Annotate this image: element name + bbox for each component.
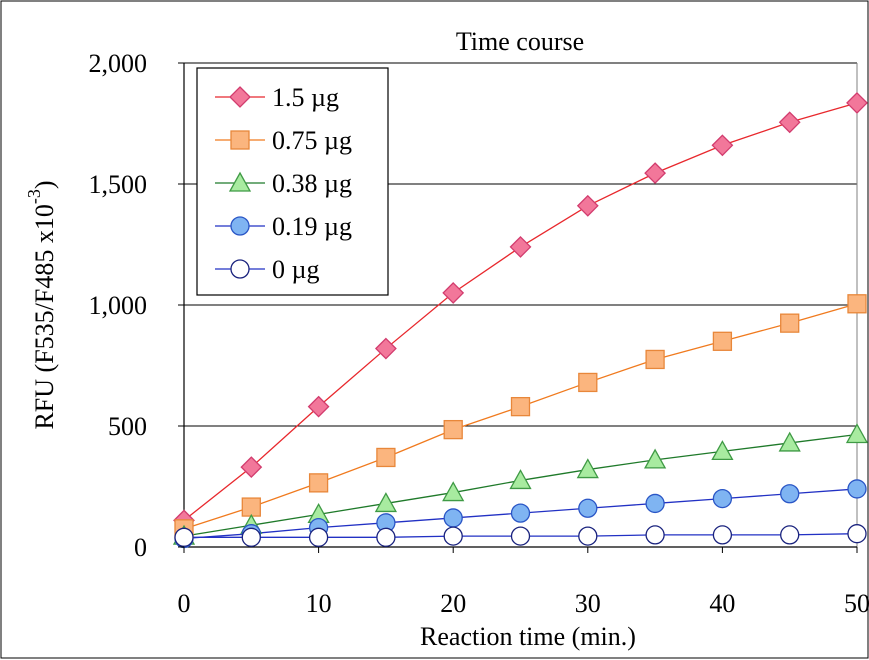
data-point-s3-4 — [443, 508, 463, 528]
data-point-s0-5 — [509, 236, 532, 258]
data-point-s1-9 — [780, 313, 800, 333]
legend-marker-1 — [230, 130, 250, 150]
x-tick-label-1: 10 — [306, 589, 332, 618]
y-tick-label-3: 1,500 — [89, 170, 148, 199]
x-tick-label-3: 30 — [575, 589, 601, 618]
data-point-s2-8 — [711, 440, 734, 461]
data-point-s4-5 — [510, 526, 531, 546]
data-point-s2-9 — [778, 431, 801, 452]
data-point-s2-4 — [442, 481, 465, 502]
data-point-s4-9 — [780, 525, 800, 545]
y-tick-label-2: 1,000 — [89, 291, 148, 320]
x-tick-label-0: 0 — [178, 589, 191, 618]
y-tick-label-0: 0 — [134, 533, 147, 562]
legend-label-3: 0.19 µg — [272, 212, 352, 241]
legend: 1.5 µg 0.75 µg 0.38 µg 0.19 µg 0 µg — [196, 67, 389, 296]
legend-label-2: 0.38 µg — [272, 169, 352, 198]
data-point-s3-10 — [847, 479, 867, 499]
x-axis-ticks: 0 10 20 30 40 50 — [178, 547, 869, 618]
data-point-s4-8 — [712, 525, 733, 545]
data-point-s1-8 — [712, 331, 733, 351]
data-point-s1-7 — [645, 349, 665, 370]
data-point-s2-3 — [374, 492, 398, 513]
data-point-s0-8 — [711, 134, 734, 157]
data-point-s0-7 — [644, 162, 667, 185]
data-point-s4-6 — [578, 526, 598, 546]
data-point-s4-7 — [645, 525, 665, 545]
y-tick-label-1: 500 — [108, 412, 147, 441]
data-point-s4-2 — [308, 527, 329, 547]
y-tick-label-4: 2,000 — [89, 49, 148, 78]
chart-title: Time course — [456, 27, 584, 56]
data-point-s1-1 — [241, 497, 261, 517]
data-point-s3-7 — [645, 493, 665, 514]
y-axis-label: RFU (F535/F485 x10-3) — [24, 180, 59, 429]
x-axis-label: Reaction time (min.) — [420, 622, 636, 651]
legend-marker-4 — [230, 259, 250, 279]
data-point-s3-6 — [578, 498, 598, 518]
data-point-s2-10 — [845, 423, 869, 444]
series-markers — [172, 92, 869, 549]
x-tick-label-4: 40 — [709, 589, 735, 618]
y-axis-label-main: RFU (F535/F485 x10 — [30, 204, 59, 429]
data-point-s0-1 — [240, 456, 263, 479]
data-point-s1-5 — [510, 396, 531, 417]
legend-label-1: 0.75 µg — [272, 126, 352, 155]
data-point-s1-4 — [443, 419, 463, 440]
data-point-s0-2 — [307, 395, 330, 418]
y-axis-label-superscript: -3 — [24, 189, 44, 204]
data-point-s0-6 — [576, 194, 599, 217]
data-point-s2-6 — [576, 458, 599, 479]
data-point-s1-3 — [376, 447, 396, 468]
legend-marker-2 — [228, 171, 252, 192]
legend-label-4: 0 µg — [272, 255, 319, 284]
data-point-s0-9 — [778, 111, 801, 134]
y-axis-label-close: ) — [30, 180, 59, 189]
data-point-s2-7 — [643, 448, 667, 469]
data-point-s0-4 — [442, 281, 465, 304]
data-point-s2-5 — [509, 469, 532, 490]
data-point-s4-1 — [241, 527, 261, 547]
legend-box — [196, 67, 389, 296]
legend-marker-0 — [229, 86, 251, 108]
data-point-s3-9 — [780, 484, 800, 504]
data-point-s1-2 — [308, 473, 329, 493]
data-point-s3-8 — [712, 488, 733, 509]
legend-label-0: 1.5 µg — [272, 83, 339, 112]
y-axis-label-group: RFU (F535/F485 x10-3) — [24, 180, 59, 429]
data-point-s1-10 — [847, 294, 867, 314]
data-point-s4-0 — [174, 527, 194, 547]
x-tick-label-5: 50 — [844, 589, 869, 618]
data-point-s4-4 — [443, 526, 463, 546]
data-point-s0-3 — [374, 337, 397, 360]
x-tick-label-2: 20 — [440, 589, 466, 618]
data-point-s1-6 — [578, 372, 598, 393]
data-point-s4-3 — [376, 527, 396, 547]
data-point-s0-10 — [846, 92, 868, 114]
legend-marker-3 — [230, 216, 250, 236]
data-point-s3-5 — [510, 503, 531, 523]
y-axis-ticks: 0 500 1,000 1,500 2,000 — [89, 49, 184, 562]
data-point-s4-10 — [847, 524, 867, 544]
